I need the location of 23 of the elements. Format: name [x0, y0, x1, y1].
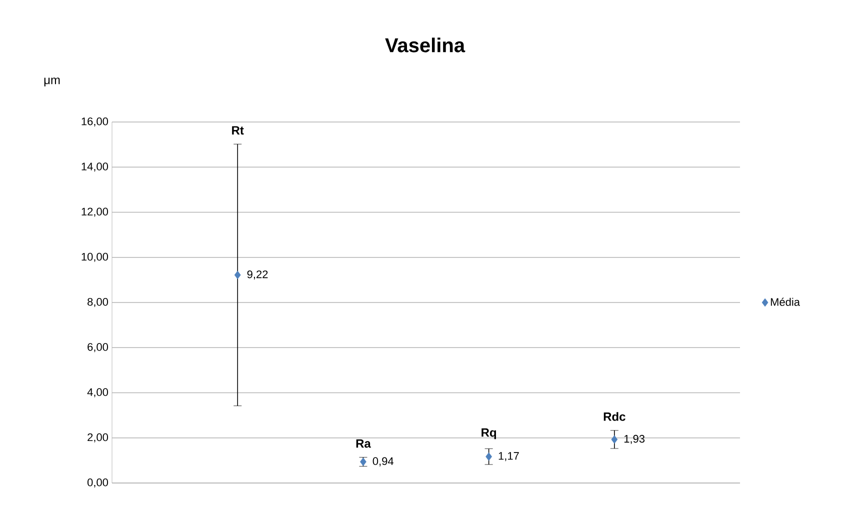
y-tick-label: 10,00: [82, 252, 108, 262]
data-label: 0,94: [372, 457, 394, 466]
y-tick-label: 12,00: [82, 208, 108, 217]
y-tick-label: 16,00: [82, 117, 108, 127]
chart-title: Vaselina: [385, 38, 466, 52]
x-tick-label: Rq: [482, 428, 496, 440]
data-label: 1,93: [624, 434, 645, 444]
y-tick-label: 8,00: [88, 298, 108, 308]
y-tick-label: 2,00: [88, 433, 108, 442]
point: [611, 435, 618, 444]
y-axis-title: μm: [44, 78, 60, 86]
point: [234, 270, 241, 280]
y-tick-label: 4,00: [87, 388, 108, 398]
x-tick-label: Rt: [232, 126, 244, 135]
y-tick-label: 0,00: [87, 478, 108, 488]
data-label: 1,17: [498, 452, 519, 462]
legend-label: Média: [770, 298, 800, 306]
x-tick-label: Rdc: [604, 412, 626, 421]
data-label: 9,22: [247, 270, 268, 280]
point: [486, 452, 492, 461]
y-tick-label: 14,00: [82, 162, 108, 172]
y-tick-label: 6,00: [88, 343, 108, 352]
x-tick-label: Ra: [356, 439, 371, 448]
